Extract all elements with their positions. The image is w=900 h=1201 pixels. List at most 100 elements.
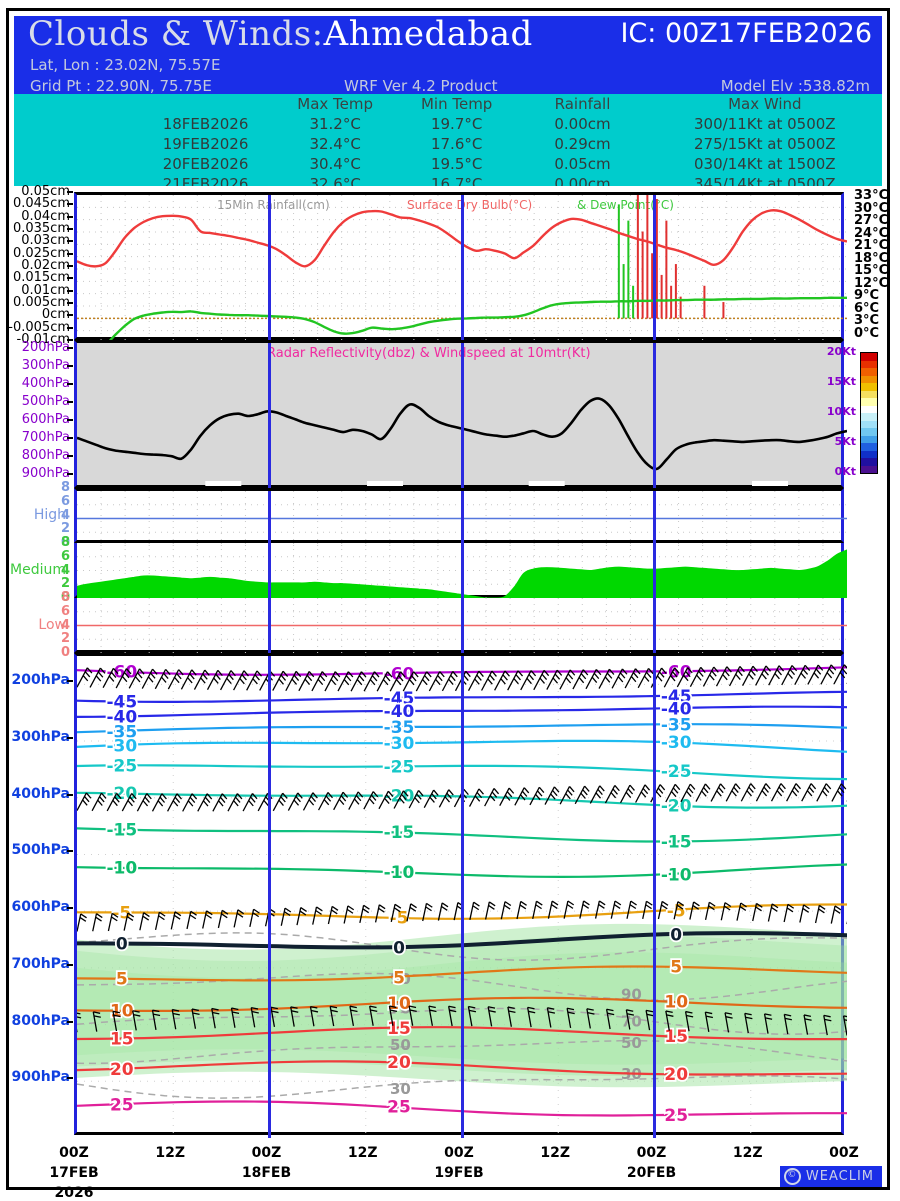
colorbar-tick: 15Kt xyxy=(826,375,856,388)
svg-text:-20: -20 xyxy=(384,787,415,807)
colorbar-tick: 10Kt xyxy=(826,405,856,418)
cell-max_wind: 300/11Kt at 0500Z xyxy=(694,115,836,133)
time-axis: 00Z 17FEB 12Z 00Z 18FEB 12Z 00Z 19FEB 12Z 00Z 20FE… xyxy=(0,1143,900,1201)
cloud-tick: 6 xyxy=(60,603,70,619)
day-separator-line xyxy=(653,598,656,653)
day-separator-line xyxy=(460,598,464,653)
time-tick-label: 12Z xyxy=(732,1145,763,1161)
cloud-tick: 4 xyxy=(60,562,70,578)
cell-date: 20FEB2026 xyxy=(162,155,249,173)
svg-text:15: 15 xyxy=(110,1030,134,1050)
svg-text:15: 15 xyxy=(387,1019,411,1039)
cloud-tick: 0 xyxy=(60,535,70,550)
day-separator-line xyxy=(460,543,464,598)
logo-text: WEACLIM xyxy=(805,1169,874,1184)
cloud-tick: 8 xyxy=(60,590,70,605)
cell-max_temp: 30.4°C xyxy=(309,155,361,173)
svg-text:-10: -10 xyxy=(661,865,692,885)
day-separator-line xyxy=(653,195,656,343)
day-separator-line xyxy=(268,543,271,598)
panel-surface-meteogram: 15Min Rainfall(cm) Surface Dry Bulb(°C) & … xyxy=(74,192,847,343)
panel-cloud-low xyxy=(74,598,847,653)
svg-text:-35: -35 xyxy=(661,715,692,735)
time-tick-label: 00Z xyxy=(251,1145,282,1161)
svg-text:-35: -35 xyxy=(106,722,137,742)
time-tick-label: 00Z xyxy=(59,1145,89,1161)
svg-text:-15: -15 xyxy=(106,820,137,840)
svg-text:-10: -10 xyxy=(106,859,137,879)
svg-text:5: 5 xyxy=(116,970,128,990)
svg-text:10: 10 xyxy=(110,1002,134,1022)
year-label: 2026 xyxy=(54,1185,94,1201)
svg-text:Radar Reflectivity(dbz) & Wind: Radar Reflectivity(dbz) & Windspeed at 1… xyxy=(267,346,591,361)
cloud-tick: 8 xyxy=(60,480,70,495)
cloud-tick: 2 xyxy=(60,521,70,537)
svg-text:20: 20 xyxy=(110,1060,134,1080)
day-separator-line xyxy=(653,491,656,546)
date-tick-label: 20FEB xyxy=(626,1165,677,1181)
svg-text:-15: -15 xyxy=(384,823,415,843)
page-title: Clouds & Winds:Ahmedabad xyxy=(28,14,533,54)
colorbar-tick: 0Kt xyxy=(834,465,856,478)
day-separator-line xyxy=(268,491,271,546)
svg-text:-60: -60 xyxy=(106,662,137,682)
table-row: 21FEB2026 32.6°C 16.7°C 0.00cm 345/14Kt at 0… xyxy=(14,174,882,186)
col-rainfall: Rainfall xyxy=(554,95,611,113)
panel-vertical-cross-section: 3030505070709090-60-60-60-45-45-45-40-40… xyxy=(74,653,847,1138)
svg-text:-35: -35 xyxy=(384,718,415,738)
day-separator-line xyxy=(460,195,464,343)
cell-min_temp: 17.6°C xyxy=(430,135,483,153)
panel-radar-windspeed: Radar Reflectivity(dbz) & Windspeed at 1… xyxy=(74,340,847,491)
col-min-temp: Min Temp xyxy=(420,95,493,113)
svg-text:0: 0 xyxy=(393,938,405,958)
svg-text:70: 70 xyxy=(621,1012,642,1030)
cell-rainfall: 0.05cm xyxy=(554,155,611,173)
day-separator-line xyxy=(653,543,656,598)
cell-min_temp: 19.5°C xyxy=(430,155,483,173)
svg-text:25: 25 xyxy=(664,1106,688,1126)
date-tick-label: 17FEB xyxy=(49,1165,99,1181)
cell-rainfall: 0.00cm xyxy=(554,115,611,133)
cell-max_wind: 345/14Kt at 0500Z xyxy=(694,175,836,186)
svg-text:0: 0 xyxy=(116,934,128,954)
svg-text:5: 5 xyxy=(670,958,682,978)
col-date xyxy=(14,94,274,114)
svg-text:-25: -25 xyxy=(106,756,137,776)
table-row: 19FEB2026 32.4°C 17.6°C 0.29cm 275/15Kt at 0… xyxy=(14,134,882,154)
svg-text:& Dew Point(°C): & Dew Point(°C) xyxy=(577,198,674,212)
svg-text:25: 25 xyxy=(387,1098,411,1118)
day-separator-line xyxy=(268,343,271,491)
svg-text:-45: -45 xyxy=(384,689,415,709)
svg-text:-10: -10 xyxy=(384,863,415,883)
page-frame xyxy=(6,8,890,1190)
svg-text:-30: -30 xyxy=(106,736,137,756)
svg-text:-40: -40 xyxy=(661,699,692,719)
svg-text:-45: -45 xyxy=(661,687,692,707)
model-elevation-text: Model Elv :538.82m xyxy=(720,77,870,95)
svg-text:70: 70 xyxy=(390,1000,411,1018)
day-separator-line xyxy=(460,656,464,1138)
col-max-wind: Max Wind xyxy=(728,95,802,113)
svg-text:Surface Dry Bulb(°C): Surface Dry Bulb(°C) xyxy=(407,198,532,212)
cloud-tick: 2 xyxy=(60,631,70,647)
svg-text:-60: -60 xyxy=(661,662,692,682)
svg-text:15: 15 xyxy=(664,1027,688,1047)
title-location: Ahmedabad xyxy=(323,14,533,54)
cell-max_wind: 275/15Kt at 0500Z xyxy=(694,135,836,153)
init-condition: IC: 00Z17FEB2026 xyxy=(620,18,872,49)
time-tick-label: 00Z xyxy=(636,1145,667,1161)
copyright-icon: © xyxy=(783,1168,801,1185)
svg-text:-25: -25 xyxy=(384,758,415,778)
cell-rainfall: 0.29cm xyxy=(554,135,611,153)
svg-text:-40: -40 xyxy=(384,702,415,722)
grid-point-text: Grid Pt : 22.90N, 75.75E xyxy=(30,77,212,95)
cell-min_temp: 19.7°C xyxy=(430,115,483,133)
cloud-tick: 0 xyxy=(60,590,70,605)
cloud-tick: 6 xyxy=(60,493,70,509)
lat-lon-text: Lat, Lon : 23.02N, 75.57E xyxy=(30,56,221,74)
svg-text:-40: -40 xyxy=(106,708,137,728)
cloud-tick: 2 xyxy=(60,576,70,592)
day-separator-line xyxy=(268,195,271,343)
forecast-summary-table: Max Temp Min Temp Rainfall Max Wind 18FE… xyxy=(14,94,882,186)
